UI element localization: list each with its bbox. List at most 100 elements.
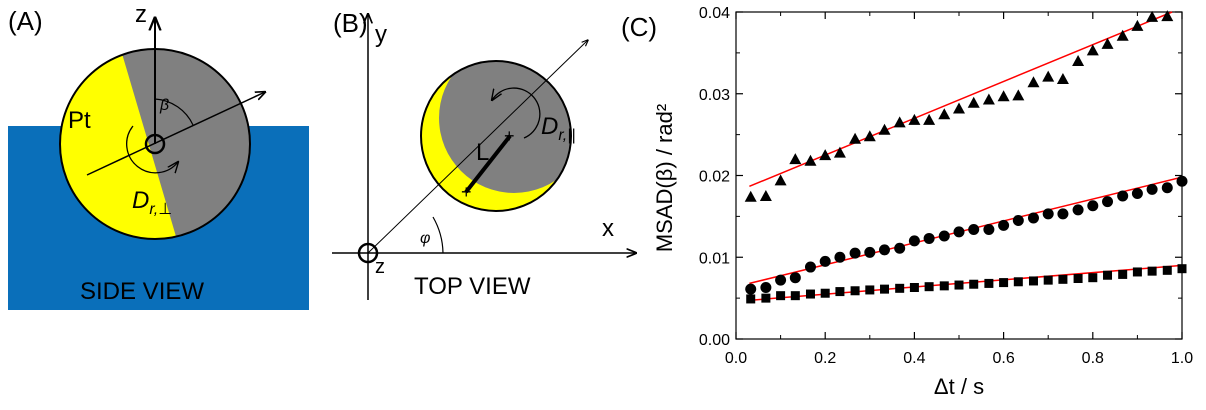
square-point [954,280,964,290]
rotation-arrow-perp [126,125,178,174]
dark-cap [439,61,571,193]
triangle-point [1072,55,1085,67]
square-point [1028,276,1038,286]
square-point [865,285,875,295]
cross-marker-end: + [504,126,515,146]
triangle-point [1146,10,1159,22]
z-axis-label: z [135,1,147,28]
y-tick-label: 0.02 [699,169,730,186]
square-point [1013,277,1023,287]
y-tick-label: 0.04 [699,5,730,22]
circle-point [775,274,787,286]
triangle-point [893,116,906,128]
triangle-point [1101,37,1114,49]
triangle-point [938,108,951,120]
square-point [880,284,890,294]
triangle-point [1042,70,1055,82]
square-point [835,287,845,297]
length-segment [464,134,512,194]
panel-b: (B) y x z + + L Dr,|| φ TOP VIEW [332,8,636,300]
triangle-point [789,153,802,165]
fit-lines [749,11,1183,302]
square-point [746,294,756,304]
panel-c: (C) 0.0 0.2 0.4 0.6 0.8 1.00.000.010.020.030.… [621,5,1193,399]
triangle-point [923,113,936,125]
x-tick-label: 0.4 [903,350,925,367]
circle-point [983,223,995,235]
triangle-point [1116,29,1129,41]
rotation-arrow-parallel [492,87,541,139]
square-point [1177,264,1187,274]
beta-label: β [159,97,169,114]
circle-point [1131,187,1143,199]
y-tick-label: 0.01 [699,250,730,267]
circle-point [879,244,891,256]
square-point [1147,266,1157,276]
triangle-point [967,96,980,108]
x-tick-label: 0.2 [814,350,836,367]
panel-a-label: (A) [8,6,43,36]
circle-point [849,247,861,259]
triangle-point [759,189,772,201]
square-point [820,288,830,298]
cross-marker-start: + [461,182,472,202]
triangle-point [1086,44,1099,56]
square-point [924,282,934,292]
pt-label: Pt [68,107,91,134]
fit-line-triangle [749,11,1173,188]
triangle-point [744,190,757,202]
x-tick-label: 1.0 [1171,350,1193,367]
z-axis-label-b: z [375,256,385,278]
triangle-point [1027,76,1040,88]
triangle-point [1012,89,1025,101]
orientation-line [367,40,588,254]
triangle-point [908,113,921,125]
circle-point [968,223,980,235]
circle-point [1057,208,1069,220]
y-axis-label: y [375,21,387,48]
triangle-point [1161,10,1174,22]
circle-point [1012,214,1024,226]
y-axis-title: MSAD(β) / rad² [652,104,677,252]
length-label: L [476,139,489,166]
x-axis-title: Δt / s [934,374,984,399]
x-tick-label: 0.0 [725,350,747,367]
fit-line-circle [749,176,1183,285]
rotation-center-marker [144,133,166,155]
msad-chart: 0.0 0.2 0.4 0.6 0.8 1.0 0.00 0.01 0.02 0.03 0.04 Δ… [652,5,1193,399]
triangle-point [1056,73,1069,85]
rotation-parallel-label: Dr,|| [541,113,576,144]
top-view-caption: TOP VIEW [414,273,531,300]
x-tick-label: 0.6 [992,350,1014,367]
square-point [1132,267,1142,277]
square-point [1088,273,1098,283]
square-point [969,279,979,289]
z-axis-marker [357,242,379,264]
circle-point [1072,204,1084,216]
square-point [850,286,860,296]
phi-angle-arc [432,216,444,254]
square-point [805,289,815,299]
beta-angle-arc [154,98,194,126]
panel-b-label: (B) [333,8,368,38]
circle-point [938,230,950,242]
plot-frame [735,11,1183,340]
particle-outline-b [420,60,572,212]
side-view-caption: SIDE VIEW [80,278,204,305]
triangle-point [878,123,891,135]
circle-point [1146,183,1158,195]
y-tick-label: 0.00 [699,332,730,349]
circle-point [864,246,876,258]
circle-point [804,261,816,273]
circle-point [1176,175,1188,187]
x-axis-label: x [602,215,614,242]
circle-point [745,283,757,295]
circle-point [1117,190,1129,202]
square-point [1103,270,1113,280]
square-point [909,282,919,292]
square-point [999,278,1009,288]
orientation-axis-arrow [86,92,265,176]
square-point [776,291,786,301]
